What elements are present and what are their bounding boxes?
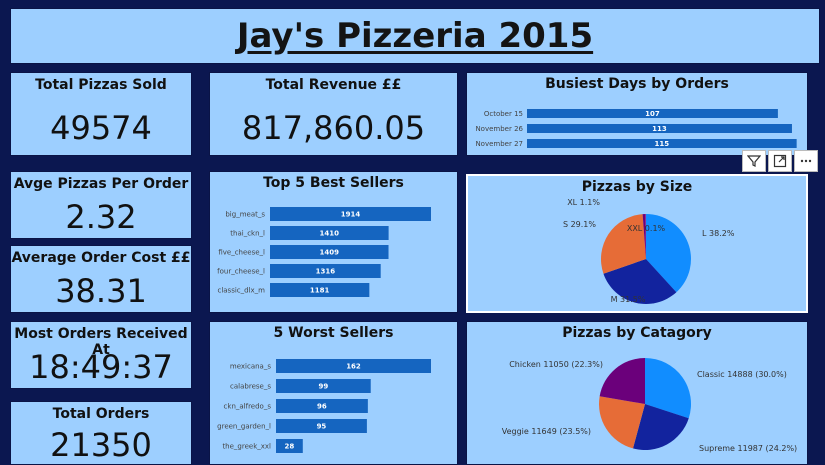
bar-value-label: 96: [317, 403, 327, 411]
kpi-value: 18:49:37: [29, 348, 173, 386]
more-options-icon[interactable]: [794, 150, 818, 172]
bar[interactable]: [527, 139, 797, 148]
pie-slice-label: Veggie 11649 (23.5%): [502, 427, 591, 436]
pie-slice[interactable]: [599, 358, 645, 404]
bar-value-label: 1316: [316, 268, 336, 276]
kpi-value: 49574: [50, 109, 152, 147]
chart-busiest-days[interactable]: Busiest Days by Orders October 15 107 Nove…: [466, 72, 808, 156]
bar-value-label: 1181: [310, 287, 330, 295]
kpi-total-pizzas-sold[interactable]: Total Pizzas Sold 49574: [10, 72, 192, 156]
pie-slice[interactable]: [645, 358, 691, 419]
bar-value-label: 162: [346, 363, 361, 371]
dashboard-title-card: Jay's Pizzeria 2015: [10, 8, 820, 64]
bar-category-label: classic_dlx_m: [217, 287, 265, 295]
pie-slice-label: S 29.1%: [563, 220, 596, 229]
pie-slice-label: XXL 0.1%: [627, 224, 666, 233]
bar-category-label: four_cheese_l: [217, 268, 265, 276]
bar-category-label: green_garden_l: [217, 423, 271, 431]
chart-title: Top 5 Best Sellers: [263, 175, 404, 191]
pie-slice[interactable]: [646, 214, 691, 293]
kpi-total-revenue[interactable]: Total Revenue ££ 817,860.05: [209, 72, 458, 156]
bar-category-label: October 15: [484, 110, 523, 118]
focus-mode-icon[interactable]: [768, 150, 792, 172]
chart-top-5-best-sellers[interactable]: Top 5 Best Sellers big_meat_s 1914 thai_ck…: [209, 171, 458, 313]
bar-category-label: calabrese_s: [230, 383, 271, 391]
bar[interactable]: [270, 245, 389, 259]
bar-value-label: 99: [318, 383, 328, 391]
bar[interactable]: [276, 439, 303, 453]
dashboard-title: Jay's Pizzeria 2015: [236, 16, 594, 56]
bar-value-label: 1409: [320, 249, 340, 257]
bar[interactable]: [276, 399, 368, 413]
kpi-label: Total Orders: [52, 406, 150, 422]
kpi-avg-pizzas-per-order[interactable]: Avge Pizzas Per Order 2.32: [10, 171, 192, 239]
bar-value-label: 95: [317, 423, 327, 431]
worst-sellers-bar-chart: mexicana_s 162 calabrese_s 99 ckn_alfredo_s 9…: [217, 359, 431, 453]
pie-slice[interactable]: [633, 404, 689, 450]
busiest-days-bar-chart: October 15 107 November 26 113 November 27 11…: [475, 109, 797, 148]
visual-toolbar: [742, 150, 818, 172]
bar-value-label: 28: [285, 443, 295, 451]
bar-value-label: 113: [652, 125, 667, 133]
bar-category-label: the_greek_xxl: [222, 443, 271, 451]
kpi-label: Avge Pizzas Per Order: [13, 176, 189, 192]
chart-pizzas-by-catagory[interactable]: Pizzas by Catagory Classic 14888 (30.0%)…: [466, 321, 808, 465]
bar-value-label: 1914: [341, 211, 361, 219]
bar-category-label: big_meat_s: [225, 211, 265, 219]
chart-title: Busiest Days by Orders: [545, 76, 729, 92]
bar[interactable]: [270, 264, 381, 278]
kpi-avg-order-cost[interactable]: Average Order Cost ££ 38.31: [10, 245, 192, 313]
kpi-label: Total Pizzas Sold: [35, 77, 167, 93]
pizzas-by-size-pie-chart: L 38.2% M 31.5% S 29.1% XL 1.1% XXL 0.1%: [563, 198, 735, 304]
bar[interactable]: [276, 419, 367, 433]
pie-slice-label: M 31.5%: [611, 295, 646, 304]
bar[interactable]: [270, 283, 370, 297]
pie-slice-label: XL 1.1%: [567, 198, 600, 207]
kpi-value: 817,860.05: [241, 109, 426, 147]
kpi-most-orders-at[interactable]: Most Orders Received At 18:49:37: [10, 321, 192, 389]
kpi-label: Total Revenue ££: [265, 77, 402, 93]
bar-category-label: thai_ckn_l: [230, 230, 265, 238]
kpi-value: 38.31: [55, 272, 147, 310]
bar-category-label: November 27: [475, 140, 523, 148]
pie-slice-label: Chicken 11050 (22.3%): [509, 360, 603, 369]
pie-slice[interactable]: [642, 214, 646, 259]
best-sellers-bar-chart: big_meat_s 1914 thai_ckn_l 1410 five_cheese_…: [217, 207, 431, 297]
bar[interactable]: [270, 226, 389, 240]
bar-value-label: 1410: [320, 230, 340, 238]
pie-slice[interactable]: [601, 214, 646, 274]
chart-5-worst-sellers[interactable]: 5 Worst Sellers mexicana_s 162 calabrese_s…: [209, 321, 458, 465]
kpi-value: 2.32: [65, 198, 137, 236]
bar[interactable]: [527, 124, 792, 133]
chart-title: Pizzas by Size: [581, 179, 693, 195]
pie-slice-label: Classic 14888 (30.0%): [697, 370, 787, 379]
pie-slice-label: Supreme 11987 (24.2%): [699, 444, 797, 453]
bar[interactable]: [527, 109, 778, 118]
pizzas-by-catagory-pie-chart: Classic 14888 (30.0%) Supreme 11987 (24.2…: [502, 358, 797, 453]
bar-category-label: November 26: [475, 125, 523, 133]
bar[interactable]: [276, 359, 431, 373]
pie-slice[interactable]: [603, 259, 677, 304]
pie-slice[interactable]: [599, 396, 645, 449]
kpi-total-orders[interactable]: Total Orders 21350: [10, 401, 192, 465]
bar-category-label: five_cheese_l: [218, 249, 265, 257]
chart-pizzas-by-size[interactable]: Pizzas by Size L 38.2% M 31.5% S 29.1% XL 1…: [466, 174, 808, 313]
filter-icon[interactable]: [742, 150, 766, 172]
bar-category-label: mexicana_s: [230, 363, 271, 371]
kpi-value: 21350: [50, 426, 152, 464]
chart-title: 5 Worst Sellers: [273, 325, 394, 341]
kpi-label: Average Order Cost ££: [11, 250, 191, 266]
bar-category-label: ckn_alfredo_s: [224, 403, 272, 411]
bar-value-label: 107: [645, 110, 660, 118]
kpi-label: Most Orders Received At: [14, 326, 188, 358]
chart-title: Pizzas by Catagory: [562, 325, 712, 341]
bar[interactable]: [270, 207, 431, 221]
pie-slice-label: L 38.2%: [702, 229, 735, 238]
bar-value-label: 115: [655, 140, 670, 148]
bar[interactable]: [276, 379, 371, 393]
